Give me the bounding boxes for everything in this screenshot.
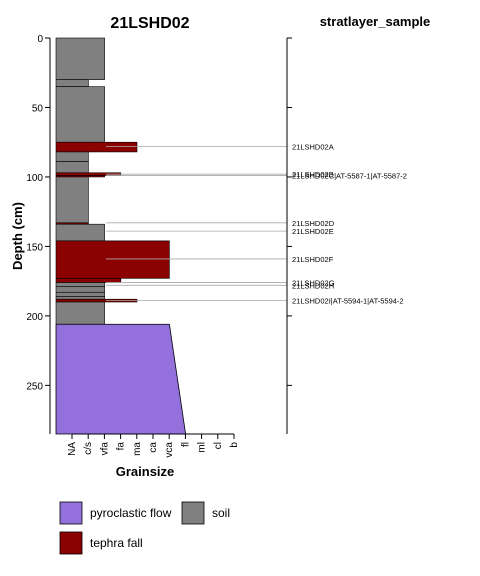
axes-group: 0 50 100 150 200 250 NA c/s vfa fa ma ca vca fl ml cl b bbox=[26, 34, 292, 458]
x-tick-label: NA bbox=[67, 442, 78, 456]
x-tick-label: fl bbox=[180, 442, 191, 447]
x-tick-label: c/s bbox=[83, 442, 94, 455]
legend-label: tephra fall bbox=[90, 536, 143, 550]
y-axis-label: Depth (cm) bbox=[10, 202, 25, 270]
legend-swatch bbox=[59, 531, 83, 555]
x-tick-label: vfa bbox=[99, 442, 110, 456]
x-axis-label: Grainsize bbox=[116, 464, 175, 479]
sample-label: 21LSHD02I|AT-5594-1|AT-5594-2 bbox=[292, 297, 404, 306]
y-tick-label: 0 bbox=[37, 34, 43, 45]
chart-title: 21LSHD02 bbox=[110, 15, 189, 32]
layer-tephra-fall bbox=[55, 141, 138, 153]
x-tick-label: cl bbox=[213, 442, 224, 449]
legend-label: soil bbox=[212, 506, 230, 520]
layer-soil bbox=[55, 223, 105, 242]
x-tick-label: ma bbox=[132, 442, 143, 456]
x-tick-label: ca bbox=[148, 442, 159, 453]
sample-label: 21LSHD02H bbox=[292, 281, 334, 290]
layer-tephra-fall bbox=[55, 240, 170, 279]
legend-label: pyroclastic flow bbox=[90, 506, 172, 520]
legend-swatch bbox=[59, 501, 83, 525]
layer-tephra-fall bbox=[55, 278, 122, 283]
y-tick-label: 150 bbox=[26, 242, 43, 253]
x-tick-label: ml bbox=[197, 442, 208, 453]
layer-soil bbox=[55, 296, 105, 300]
layer-soil bbox=[55, 301, 105, 325]
x-tick-label: fa bbox=[116, 442, 127, 451]
y-tick-label: 50 bbox=[32, 103, 44, 114]
sample-label: 21LSHD02C|AT-5587-1|AT-5587-2 bbox=[292, 172, 407, 181]
sample-label: 21LSHD02F bbox=[292, 255, 334, 264]
sample-label: 21LSHD02E bbox=[292, 227, 334, 236]
legend-group: pyroclastic flow soil tephra fall bbox=[59, 501, 230, 555]
layer-soil bbox=[55, 37, 105, 80]
x-tick-label: b bbox=[229, 442, 240, 448]
layer-pyroclastic-flow bbox=[55, 323, 187, 435]
layers-group bbox=[55, 37, 187, 435]
y-tick-label: 100 bbox=[26, 173, 43, 184]
y-tick-label: 200 bbox=[26, 312, 43, 323]
x-tick-label: vca bbox=[164, 442, 175, 458]
samples-group: 21LSHD02A 21LSHD02B21LSHD02C|AT-5587-1|AT… bbox=[106, 142, 407, 306]
layer-soil bbox=[55, 79, 89, 87]
layer-soil bbox=[55, 291, 105, 297]
layer-soil bbox=[55, 282, 105, 288]
sample-label: 21LSHD02D bbox=[292, 219, 335, 228]
sample-label: 21LSHD02G bbox=[292, 279, 335, 288]
sample-panel-title: stratlayer_sample bbox=[320, 14, 431, 29]
layer-soil bbox=[55, 176, 89, 224]
y-tick-label: 250 bbox=[26, 381, 43, 392]
layer-soil bbox=[55, 161, 89, 174]
layer-soil bbox=[55, 286, 105, 293]
layer-soil bbox=[55, 86, 105, 143]
sample-label: 21LSHD02A bbox=[292, 142, 334, 151]
sample-label: 21LSHD02B bbox=[292, 170, 334, 179]
layer-soil bbox=[55, 151, 89, 162]
legend-swatch bbox=[181, 501, 205, 525]
